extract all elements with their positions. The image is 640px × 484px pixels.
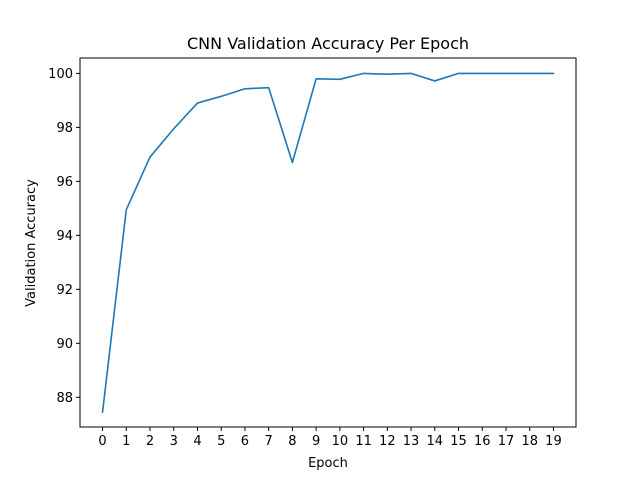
x-axis-label: Epoch — [308, 456, 348, 471]
x-tick-label: 11 — [355, 434, 372, 449]
x-tick-label: 2 — [146, 434, 154, 449]
x-tick-label: 13 — [403, 434, 420, 449]
y-tick-label: 90 — [56, 337, 73, 352]
x-tick-label: 4 — [193, 434, 201, 449]
x-tick-label: 18 — [521, 434, 538, 449]
plot-area: 0 1 2 3 4 5 6 7 8 9 10 11 12 13 14 15 16 17 18 198890929496… — [48, 57, 577, 449]
x-tick-label: 5 — [217, 434, 225, 449]
x-tick-label: 7 — [265, 434, 273, 449]
plot-frame — [79, 57, 577, 428]
x-tick-label: 8 — [288, 434, 296, 449]
x-tick-label: 0 — [98, 434, 106, 449]
x-tick-label: 6 — [241, 434, 249, 449]
x-tick-label: 15 — [450, 434, 467, 449]
x-tick-label: 1 — [122, 434, 130, 449]
y-tick-label: 100 — [48, 67, 73, 82]
x-tick-label: 3 — [170, 434, 178, 449]
y-tick-label: 98 — [56, 121, 73, 136]
x-tick-label: 17 — [498, 434, 515, 449]
x-tick-label: 9 — [312, 434, 320, 449]
x-tick-label: 19 — [545, 434, 562, 449]
x-tick-label: 10 — [332, 434, 349, 449]
x-tick-label: 12 — [379, 434, 396, 449]
y-axis-label: Validation Accuracy — [24, 179, 39, 307]
x-tick-label: 16 — [474, 434, 491, 449]
y-tick-label: 92 — [56, 283, 73, 298]
y-tick-label: 94 — [56, 229, 73, 244]
y-tick-label: 88 — [56, 391, 73, 406]
x-tick-label: 14 — [427, 434, 444, 449]
series-line-0 — [101, 72, 555, 414]
chart-title: CNN Validation Accuracy Per Epoch — [187, 34, 469, 53]
y-tick-label: 96 — [56, 175, 73, 190]
